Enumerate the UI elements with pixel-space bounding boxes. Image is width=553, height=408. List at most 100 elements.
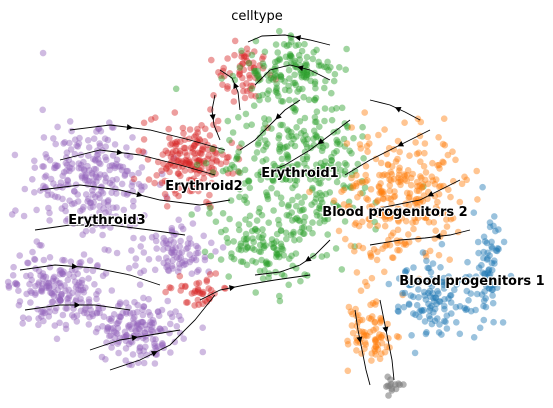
cell-point bbox=[386, 176, 393, 183]
cell-point bbox=[345, 303, 353, 311]
cell-point bbox=[317, 62, 325, 69]
cell-point bbox=[152, 344, 159, 352]
cell-point bbox=[246, 221, 253, 228]
cell-point bbox=[316, 189, 324, 197]
label-erythroid3: Erythroid3 bbox=[68, 213, 145, 228]
cell-point bbox=[387, 195, 395, 203]
cell-point bbox=[51, 193, 59, 200]
cell-point bbox=[58, 290, 65, 298]
cell-point bbox=[212, 170, 219, 177]
scatter-points bbox=[4, 27, 515, 399]
cell-point bbox=[445, 210, 452, 217]
cell-point bbox=[96, 171, 104, 178]
cell-point bbox=[77, 295, 84, 303]
cell-point bbox=[426, 315, 434, 323]
cell-point bbox=[320, 169, 328, 176]
cell-point bbox=[421, 318, 429, 325]
cell-point bbox=[188, 270, 196, 278]
cell-point bbox=[147, 116, 155, 123]
cell-point bbox=[276, 148, 284, 155]
cell-point bbox=[427, 293, 434, 300]
cell-point bbox=[196, 289, 204, 297]
cell-point bbox=[191, 150, 198, 157]
cell-point bbox=[397, 237, 404, 245]
cell-point bbox=[440, 115, 448, 122]
cell-point bbox=[340, 135, 348, 143]
cell-point bbox=[186, 235, 193, 242]
cell-point bbox=[206, 210, 213, 217]
cell-point bbox=[277, 227, 285, 234]
cell-point bbox=[188, 162, 195, 169]
cell-point bbox=[251, 226, 259, 233]
cell-point bbox=[222, 166, 230, 173]
cell-point bbox=[163, 240, 170, 247]
cell-point bbox=[101, 171, 108, 179]
cell-point bbox=[403, 189, 411, 197]
cell-point bbox=[270, 207, 277, 214]
cell-point bbox=[357, 287, 365, 295]
cell-point bbox=[88, 214, 96, 221]
cell-point bbox=[222, 226, 229, 234]
cell-point bbox=[384, 161, 392, 168]
cell-point bbox=[359, 189, 366, 197]
cell-point bbox=[437, 264, 444, 271]
cell-point bbox=[333, 178, 341, 186]
cell-point bbox=[435, 190, 443, 198]
cell-point bbox=[257, 248, 265, 256]
cell-point bbox=[316, 202, 324, 210]
cell-point bbox=[130, 175, 138, 183]
cell-point bbox=[288, 132, 295, 140]
cell-point bbox=[418, 307, 426, 315]
cell-point bbox=[77, 286, 85, 294]
cell-point bbox=[378, 209, 386, 216]
cell-point bbox=[480, 270, 488, 278]
cell-point bbox=[167, 236, 174, 244]
cell-point bbox=[123, 144, 130, 151]
cell-point bbox=[76, 259, 83, 267]
cell-point bbox=[432, 176, 440, 183]
cell-point bbox=[410, 225, 417, 233]
cell-point bbox=[375, 183, 383, 191]
cell-point bbox=[206, 204, 214, 212]
cell-point bbox=[284, 152, 292, 159]
cell-point bbox=[128, 325, 135, 333]
cell-point bbox=[254, 67, 261, 75]
cell-point bbox=[110, 311, 118, 318]
cell-point bbox=[86, 257, 94, 264]
cell-point bbox=[206, 271, 214, 278]
cell-point bbox=[374, 248, 381, 256]
cell-point bbox=[417, 118, 425, 126]
cell-point bbox=[80, 166, 88, 173]
cell-point bbox=[306, 188, 313, 196]
cell-point bbox=[160, 160, 167, 168]
cell-point bbox=[428, 275, 435, 283]
cell-point bbox=[132, 327, 139, 335]
label-erythroid2: Erythroid2 bbox=[165, 179, 242, 194]
cell-point bbox=[264, 260, 271, 268]
cell-point bbox=[275, 167, 283, 174]
cell-point bbox=[277, 240, 285, 248]
cell-point bbox=[172, 142, 179, 150]
cell-point bbox=[241, 166, 249, 174]
cell-point bbox=[179, 158, 187, 165]
cell-point bbox=[148, 323, 156, 331]
cell-point bbox=[114, 340, 121, 348]
cell-point bbox=[183, 157, 191, 165]
cell-point bbox=[235, 246, 243, 253]
cell-point bbox=[241, 52, 248, 60]
cell-point bbox=[266, 260, 273, 268]
cell-point bbox=[426, 247, 434, 255]
cell-point bbox=[176, 264, 183, 272]
cell-point bbox=[70, 313, 78, 321]
cell-point bbox=[500, 238, 508, 246]
cell-point bbox=[39, 163, 46, 170]
cell-point bbox=[412, 218, 420, 226]
cell-point bbox=[480, 302, 487, 310]
cell-point bbox=[260, 62, 268, 70]
cell-point bbox=[209, 148, 216, 155]
cell-point bbox=[35, 281, 42, 288]
cell-point bbox=[276, 56, 284, 64]
cell-point bbox=[488, 238, 495, 246]
streamline-arrow bbox=[71, 263, 78, 270]
cell-point bbox=[495, 226, 502, 233]
